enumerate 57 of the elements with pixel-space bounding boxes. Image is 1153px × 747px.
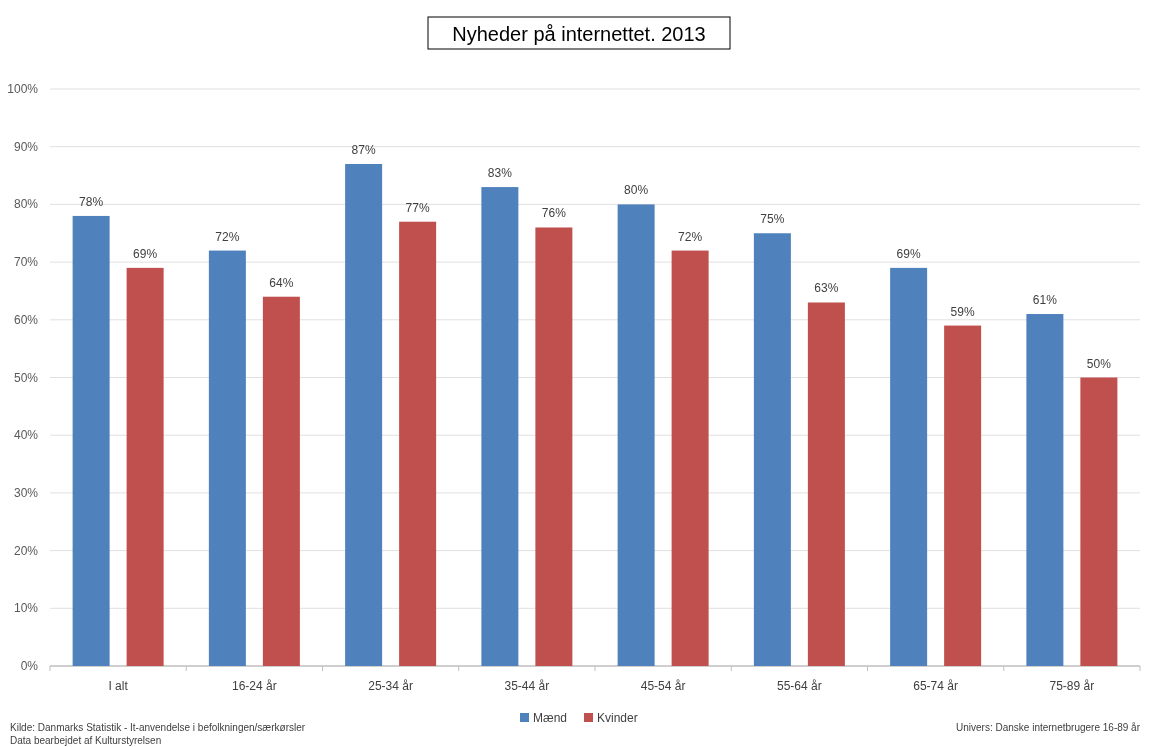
- data-label: 77%: [405, 200, 430, 215]
- bar: [944, 325, 982, 666]
- data-label: 59%: [950, 304, 975, 319]
- bar: [481, 187, 519, 666]
- y-tick-label: 40%: [13, 428, 39, 443]
- x-tick-label: 35-44 år: [504, 679, 550, 693]
- bar: [1080, 377, 1118, 666]
- bar: [617, 204, 655, 666]
- y-tick-label: 60%: [13, 312, 39, 327]
- data-label: 69%: [133, 246, 158, 261]
- bar: [535, 227, 573, 666]
- text: Data bearbejdet af Kulturstyrelsen: [10, 735, 162, 746]
- bar: [262, 296, 300, 666]
- data-label: 76%: [541, 206, 567, 221]
- data-label: 75%: [760, 212, 785, 227]
- y-tick-label: 70%: [13, 255, 39, 270]
- bar: [72, 215, 110, 666]
- data-label: 63%: [814, 281, 839, 296]
- data-label: 87%: [351, 143, 376, 158]
- legend-label: Mænd: [533, 711, 568, 725]
- data-label: 72%: [678, 229, 703, 244]
- x-tick-label: 25-34 år: [368, 679, 413, 693]
- bar: [208, 250, 246, 666]
- y-tick-label: 80%: [13, 197, 39, 212]
- bar: [1026, 314, 1064, 666]
- bar: [126, 267, 164, 666]
- data-label: 72%: [215, 229, 240, 244]
- data-label: 61%: [1032, 293, 1058, 308]
- y-tick-label: 50%: [13, 370, 39, 385]
- y-tick-label: 0%: [20, 659, 39, 673]
- x-tick-label: 65-74 år: [913, 679, 958, 693]
- chart-title: Nyheder på internettet. 2013: [452, 23, 706, 45]
- x-tick-label: 75-89 år: [1049, 679, 1095, 693]
- bar: [671, 250, 709, 666]
- y-tick-label: 10%: [13, 601, 39, 616]
- text: Kilde: Danmarks Statistik - It-anvendelse i befolkningen/særkørsler: [10, 722, 306, 733]
- data-label: 83%: [487, 166, 513, 181]
- y-tick-label: 100%: [7, 82, 39, 96]
- bar: [753, 233, 791, 666]
- bar: [399, 221, 437, 666]
- y-tick-label: 90%: [13, 139, 39, 154]
- y-tick-label: 30%: [13, 485, 39, 500]
- x-tick-label: 16-24 år: [232, 679, 277, 693]
- legend-label: Kvinder: [597, 711, 638, 725]
- bar: [890, 267, 928, 666]
- bar: [345, 164, 383, 666]
- data-label: 78%: [79, 194, 104, 209]
- x-tick-label: 55-64 år: [777, 679, 822, 693]
- text: Univers: Danske internetbrugere 16-89 år: [956, 722, 1141, 733]
- data-label: 50%: [1086, 356, 1112, 371]
- y-tick-label: 20%: [13, 543, 39, 558]
- data-label: 80%: [624, 183, 649, 198]
- x-tick-label: I alt: [108, 679, 129, 693]
- bar: [807, 302, 845, 666]
- x-tick-label: 45-54 år: [640, 679, 686, 693]
- data-label: 69%: [896, 246, 921, 261]
- data-label: 64%: [269, 275, 294, 290]
